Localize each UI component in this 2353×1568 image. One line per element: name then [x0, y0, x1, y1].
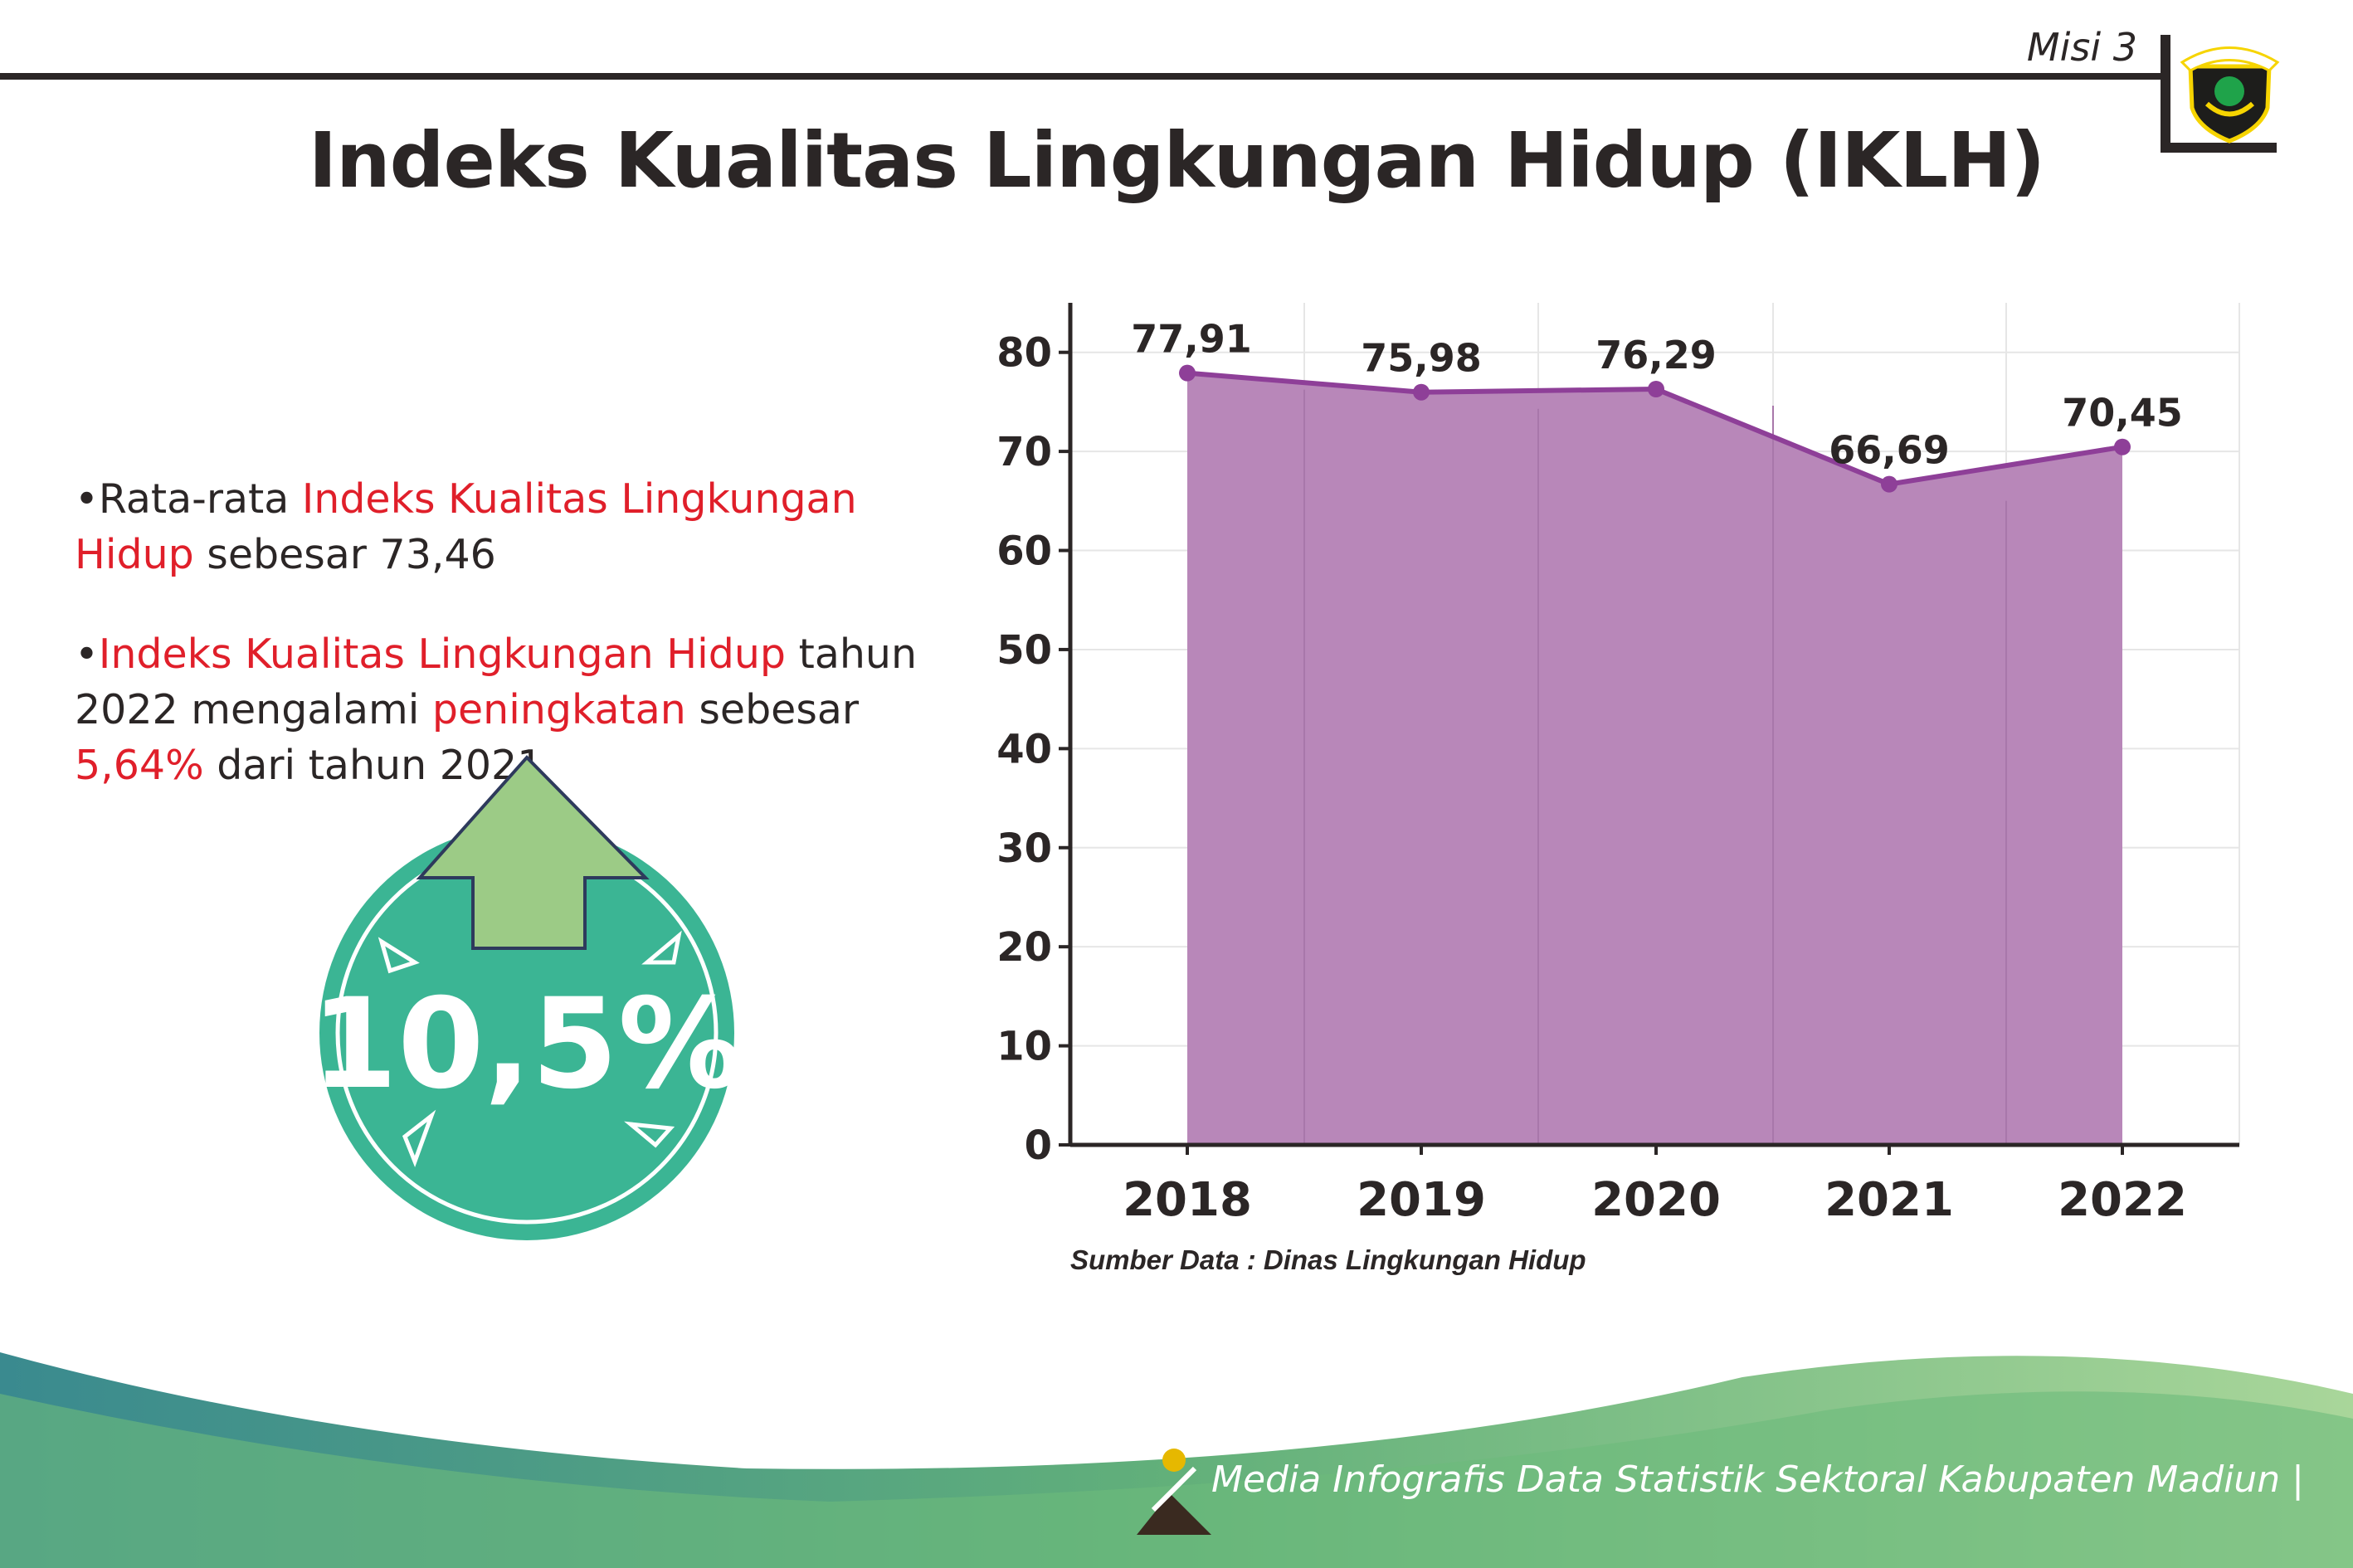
y-tick-label: 30: [996, 825, 1052, 872]
y-tick-label: 60: [996, 528, 1052, 575]
badge-value: 10,5%: [311, 972, 743, 1117]
y-tick-label: 50: [996, 627, 1052, 674]
data-source: Sumber Data : Dinas Lingkungan Hidup: [1070, 1244, 1586, 1275]
mission-label: Misi 3: [2026, 25, 2137, 70]
data-point: [1648, 381, 1664, 398]
bullet-average: •Rata-rata Indeks Kualitas Lingkungan Hi…: [75, 475, 857, 578]
y-tick-label: 80: [996, 330, 1052, 377]
data-point: [1413, 383, 1430, 401]
y-tick-label: 40: [996, 726, 1052, 772]
y-tick-label: 0: [1025, 1122, 1052, 1169]
data-label: 76,29: [1595, 333, 1717, 377]
corner-frame-base: [2161, 143, 2277, 153]
arrow-up-icon: [416, 755, 650, 950]
x-tick-label: 2018: [1123, 1173, 1252, 1227]
area-fill: [1187, 373, 2122, 1145]
data-label: 75,98: [1361, 336, 1482, 381]
data-point: [1881, 475, 1898, 493]
data-label: 66,69: [1829, 428, 1950, 473]
bullet-increase: •Indeks Kualitas Lingkungan Hidup tahun …: [75, 631, 918, 789]
x-tick-label: 2022: [2058, 1173, 2187, 1227]
data-point: [1179, 364, 1196, 382]
footer-wave: [0, 1352, 2353, 1568]
data-point: [2114, 438, 2131, 455]
data-label: 77,91: [1131, 317, 1252, 362]
header-rule: [0, 73, 2164, 80]
x-tick-label: 2020: [1591, 1173, 1721, 1227]
growth-badge: 10,5%: [311, 755, 743, 1240]
y-tick-label: 70: [996, 429, 1052, 475]
corner-frame: [2161, 35, 2170, 151]
x-tick-label: 2021: [1824, 1173, 1954, 1227]
footer-mascot-icon: [1137, 1449, 1211, 1535]
footer-text: Media Infografis Data Statistik Sektoral…: [1211, 1458, 2304, 1501]
y-tick-label: 20: [996, 924, 1052, 971]
page-title: Indeks Kualitas Lingkungan Hidup (IKLH): [308, 116, 2045, 205]
x-tick-label: 2019: [1357, 1173, 1486, 1227]
data-label: 70,45: [2062, 391, 2183, 436]
kabupaten-madiun-logo: [2180, 46, 2280, 144]
y-tick-label: 10: [996, 1024, 1052, 1070]
